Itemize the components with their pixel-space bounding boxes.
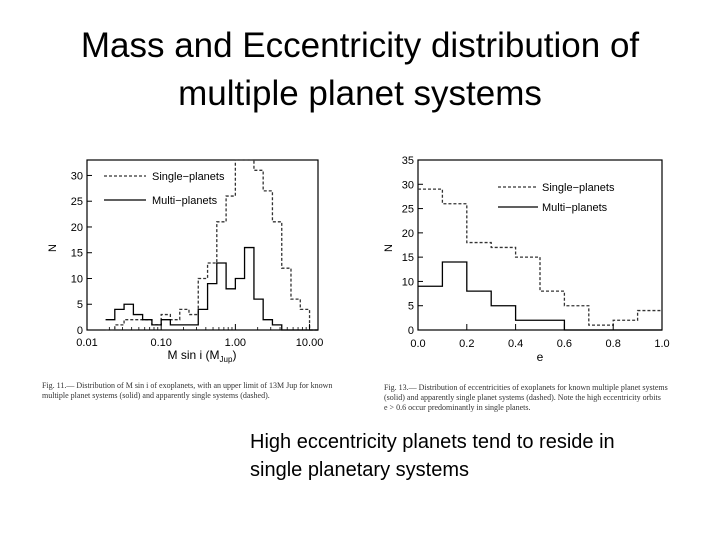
eccentricity-distribution-svg: 0 5 10 15 20 25 30 35 0.0 0.2 0.4 0.6 0.8 1.0 N e Si… — [383, 155, 670, 364]
left-caption-line1: Fig. 11.— Distribution of M sin i of exo… — [42, 381, 333, 390]
y-tick-label: 25 — [71, 196, 83, 208]
x-tick-label: 0.2 — [459, 338, 474, 350]
series-single-planets-line — [105, 159, 318, 331]
plot-frame — [417, 159, 663, 331]
legend-single-label: Single−planets — [542, 182, 615, 194]
x-axis-label: M sin i (MJup) — [168, 348, 237, 364]
legend-multi-label: Multi−planets — [152, 195, 218, 207]
x-axis-label-sub: Jup — [220, 355, 233, 364]
x-tick-label: 0.01 — [76, 337, 97, 349]
y-tick-label: 0 — [77, 325, 83, 337]
y-tick-label: 10 — [71, 273, 83, 285]
slide-title: Mass and Eccentricity distribution of mu… — [40, 22, 680, 118]
left-caption-line2: multiple planet systems (solid) and appa… — [42, 391, 270, 400]
x-tick-label: 0.4 — [508, 338, 523, 350]
y-tick-label: 15 — [71, 248, 83, 260]
mass-distribution-svg: 0 5 10 15 20 25 30 0.01 0.10 1.00 10.00 N M sin i… — [47, 159, 324, 364]
eccentricity-distribution-chart: 0 5 10 15 20 25 30 35 0.0 0.2 0.4 0.6 0.8 1.0 N e Si… — [370, 150, 690, 370]
x-tick-label: 0.10 — [150, 337, 171, 349]
mass-distribution-chart: 0 5 10 15 20 25 30 0.01 0.10 1.00 10.00 N M sin i… — [47, 150, 350, 370]
legend: Single−planets Multi−planets — [498, 182, 615, 214]
x-tick-label: 1.0 — [654, 338, 669, 350]
series-multi-planets-line — [105, 246, 318, 331]
x-tick-label: 0.8 — [606, 338, 621, 350]
y-tick-label: 30 — [71, 170, 83, 182]
y-axis-label: N — [383, 244, 395, 252]
legend: Single−planets Multi−planets — [104, 171, 225, 207]
y-tick-label: 25 — [402, 204, 414, 216]
y-tick-label: 20 — [71, 222, 83, 234]
y-tick-label: 15 — [402, 252, 414, 264]
series-single-planets-line — [418, 188, 662, 326]
right-caption-line2: (solid) and apparently single planet sys… — [384, 393, 661, 402]
y-tick-label: 35 — [402, 155, 414, 167]
y-tick-label: 5 — [77, 299, 83, 311]
body-text-line1: High eccentricity planets tend to reside… — [250, 431, 615, 453]
legend-single-label: Single−planets — [152, 171, 225, 183]
right-figure-caption: Fig. 13.— Distribution of eccentricities… — [384, 383, 668, 413]
y-tick-label: 20 — [402, 228, 414, 240]
legend-multi-label: Multi−planets — [542, 202, 608, 214]
plot-frame — [86, 159, 319, 331]
x-tick-label: 10.00 — [296, 337, 324, 349]
slide-body-text: High eccentricity planets tend to reside… — [250, 428, 690, 484]
x-tick-label: 1.00 — [225, 337, 246, 349]
y-tick-label: 0 — [408, 325, 414, 337]
x-tick-label: 0.6 — [557, 338, 572, 350]
body-text-line2: single planetary systems — [250, 459, 469, 481]
y-axis-label: N — [47, 244, 59, 252]
x-axis-label: e — [537, 350, 544, 364]
y-tick-label: 5 — [408, 301, 414, 313]
left-figure-caption: Fig. 11.— Distribution of M sin i of exo… — [42, 381, 332, 401]
y-tick-label: 30 — [402, 179, 414, 191]
right-caption-line1: Fig. 13.— Distribution of eccentricities… — [384, 383, 668, 392]
y-tick-label: 10 — [402, 276, 414, 288]
x-tick-label: 0.0 — [410, 338, 425, 350]
slide-title-line1: Mass and Eccentricity distribution of — [80, 26, 640, 65]
x-axis-label-main: M sin i (M — [168, 348, 220, 362]
right-caption-line3: e > 0.6 occur predominantly in single pl… — [384, 403, 531, 412]
slide-title-line2: multiple planet systems — [178, 74, 542, 113]
series-multi-planets-line — [418, 261, 662, 331]
